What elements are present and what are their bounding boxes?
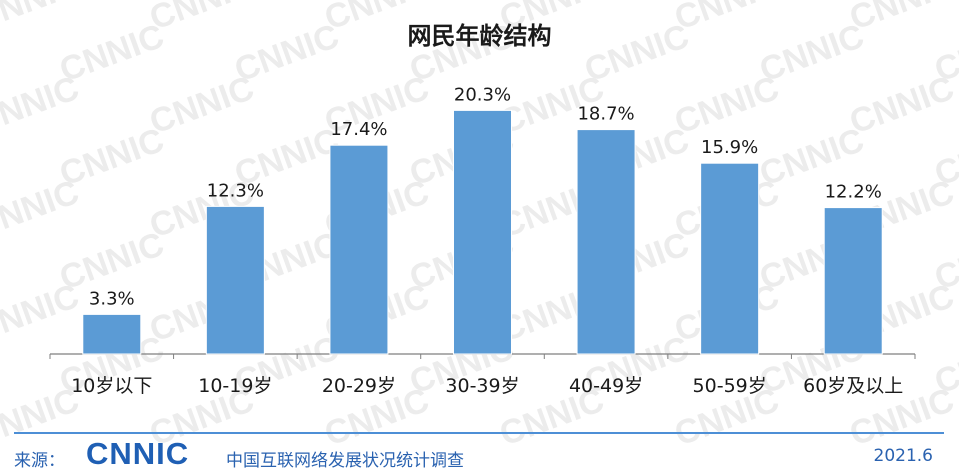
svg-text:CNNIC: CNNIC <box>86 438 189 468</box>
survey-name: 中国互联网络发展状况统计调查 <box>226 446 464 471</box>
data-label-0: 3.3% <box>89 288 135 309</box>
data-label-4: 18.7% <box>577 104 634 125</box>
x-tick-label-2: 20-29岁 <box>322 375 396 397</box>
bar-3 <box>454 110 512 354</box>
bar-6 <box>824 208 882 354</box>
source-label: 来源： <box>14 446 65 471</box>
x-tick-label-3: 30-39岁 <box>445 375 519 397</box>
bar-5 <box>701 163 759 354</box>
x-tick-label-1: 10-19岁 <box>198 375 272 397</box>
x-tick-label-0: 10岁以下 <box>71 375 152 397</box>
data-label-2: 17.4% <box>330 119 387 140</box>
report-date: 2021.6 <box>874 446 933 466</box>
bar-chart: 3.3% 10岁以下 12.3% 10-19岁 17.4% 20-29岁 20.3% 30-3… <box>0 0 959 430</box>
data-label-1: 12.3% <box>207 180 264 201</box>
x-tick-label-6: 60岁及以上 <box>803 375 903 397</box>
footer-divider <box>14 432 944 434</box>
bar-4 <box>577 130 635 354</box>
cnnic-logo: CNNIC <box>86 438 216 468</box>
data-label-6: 12.2% <box>825 182 882 203</box>
x-tick-label-4: 40-49岁 <box>569 375 643 397</box>
bar-2 <box>330 145 388 354</box>
x-tick-label-5: 50-59岁 <box>693 375 767 397</box>
bar-1 <box>206 206 264 354</box>
data-label-5: 15.9% <box>701 137 758 158</box>
data-label-3: 20.3% <box>454 84 511 105</box>
bar-0 <box>83 314 141 354</box>
